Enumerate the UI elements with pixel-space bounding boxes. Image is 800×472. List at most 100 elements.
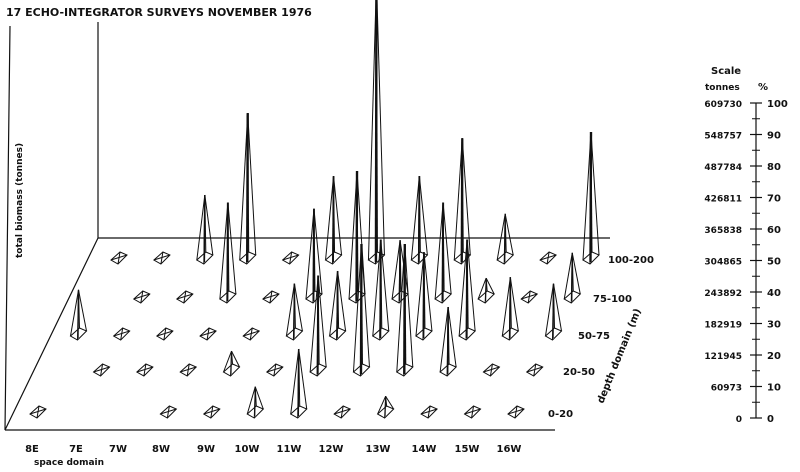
depth-tick-label: 0-20 <box>548 409 573 420</box>
scale-percent-label: 100 <box>767 99 788 110</box>
biomass-bar <box>195 194 214 265</box>
biomass-bar <box>496 213 515 265</box>
biomass-bar <box>179 363 198 377</box>
biomass-bar <box>434 202 452 304</box>
scale-tonnes-label: 304865 <box>704 258 742 268</box>
biomass-bar <box>420 405 438 419</box>
scale-percent-label: 70 <box>767 194 781 205</box>
biomass-bar <box>69 289 88 341</box>
biomass-bar <box>348 170 366 304</box>
biomass-bar <box>159 405 178 419</box>
scale-title: Scale <box>711 66 741 77</box>
biomass-bar <box>305 208 323 304</box>
scale-tonnes-label: 182919 <box>704 321 742 331</box>
space-tick-label: 13W <box>366 444 391 455</box>
chart-title: 17 ECHO-INTEGRATOR SURVEYS NOVEMBER 1976 <box>6 6 312 19</box>
biomass-bar <box>110 251 128 265</box>
biomass-bar <box>92 363 111 377</box>
biomass-bar <box>156 327 174 341</box>
biomass-bar <box>415 252 433 341</box>
biomass-bar <box>352 243 371 377</box>
depth-axis-label: depth domain (m) <box>596 307 644 405</box>
scale-percent-label: 50 <box>767 257 781 268</box>
scale-tonnes-label: 609730 <box>704 100 742 110</box>
scale-percent-label: 10 <box>767 383 781 394</box>
biomass-bar <box>262 290 280 304</box>
y-axis-label: total biomass (tonnes) <box>15 143 25 258</box>
scale-tonnes-label: 243892 <box>704 289 742 299</box>
biomass-bar <box>507 405 525 419</box>
space-tick-label: 12W <box>319 444 344 455</box>
biomass-bar <box>482 363 501 377</box>
scale-ticks: 0 0 60973 10 121945 20 182919 30 243892 40 304865 5… <box>704 99 787 425</box>
biomass-bar <box>328 270 347 341</box>
scale-unit-percent: % <box>758 82 768 93</box>
scale-tonnes-label: 60973 <box>711 384 742 394</box>
scale-unit-tonnes: tonnes <box>705 83 740 93</box>
space-tick-label: 14W <box>412 444 437 455</box>
space-tick-label: 8W <box>152 444 170 455</box>
scale-percent-label: 20 <box>767 351 781 362</box>
depth-domain-labels: 0-20 20-50 50-75 75-100 100-200 <box>548 255 654 420</box>
biomass-bars <box>29 0 600 419</box>
biomass-bar <box>458 239 477 341</box>
biomass-bar <box>238 113 257 265</box>
biomass-bar <box>525 363 544 377</box>
biomass-bar <box>132 290 151 304</box>
scale-tonnes-label: 0 <box>736 415 742 425</box>
biomass-bar <box>391 240 409 304</box>
biomass-bar <box>324 176 343 265</box>
scale-tonnes-label: 487784 <box>704 163 742 173</box>
biomass-bar <box>371 239 390 341</box>
scale-tonnes-label: 426811 <box>704 195 742 205</box>
biomass-bar <box>501 277 520 341</box>
scale-percent-label: 0 <box>767 414 774 425</box>
biomass-bar <box>112 327 131 341</box>
biomass-bar <box>439 306 457 377</box>
depth-tick-label: 75-100 <box>593 294 632 305</box>
biomass-bar <box>395 243 414 377</box>
biomass-bar <box>453 138 472 265</box>
depth-tick-label: 100-200 <box>608 255 654 266</box>
chart-frame <box>4 22 610 431</box>
biomass-bar <box>582 131 600 265</box>
space-tick-label: 8E <box>25 444 39 455</box>
biomass-bar <box>199 327 217 341</box>
biomass-bar <box>539 251 557 265</box>
biomass-bar <box>477 277 496 304</box>
space-tick-label: 10W <box>235 444 260 455</box>
scale-tonnes-label: 548757 <box>704 132 742 142</box>
biomass-bar <box>242 327 261 341</box>
scale-percent-label: 60 <box>767 225 781 236</box>
biomass-bar <box>410 176 429 265</box>
biomass-bar <box>463 405 482 419</box>
biomass-bar <box>202 405 221 419</box>
biomass-bar <box>285 283 304 341</box>
space-tick-label: 7W <box>109 444 127 455</box>
biomass-bar <box>153 251 171 265</box>
biomass-bar <box>333 405 352 419</box>
biomass-bar <box>309 275 328 377</box>
scale-tonnes-label: 365838 <box>704 226 742 236</box>
x-axis-label: space domain <box>34 458 104 468</box>
biomass-bar <box>222 350 241 377</box>
scale-percent-label: 40 <box>767 288 781 299</box>
biomass-bar <box>544 283 563 341</box>
biomass-bar <box>289 348 308 419</box>
biomass-bar <box>367 0 386 265</box>
space-tick-label: 9W <box>197 444 215 455</box>
biomass-bar <box>563 252 582 304</box>
biomass-bar <box>281 251 300 265</box>
back-wall-edges <box>4 22 99 431</box>
space-tick-label: 15W <box>455 444 480 455</box>
space-tick-label: 11W <box>277 444 302 455</box>
scale-percent-label: 90 <box>767 131 781 142</box>
biomass-bar <box>520 290 539 304</box>
scale-bar: Scale tonnes % 0 0 60973 10 121945 20 182919 30… <box>704 66 787 425</box>
scale-tonnes-label: 121945 <box>704 352 742 362</box>
biomass-bar <box>29 405 47 419</box>
biomass-bar <box>219 202 237 304</box>
biomass-bar <box>136 363 154 377</box>
space-domain-labels: 8E 7E 7W 8W 9W 10W 11W 12W 13W 14W 15W 16W <box>25 444 521 455</box>
